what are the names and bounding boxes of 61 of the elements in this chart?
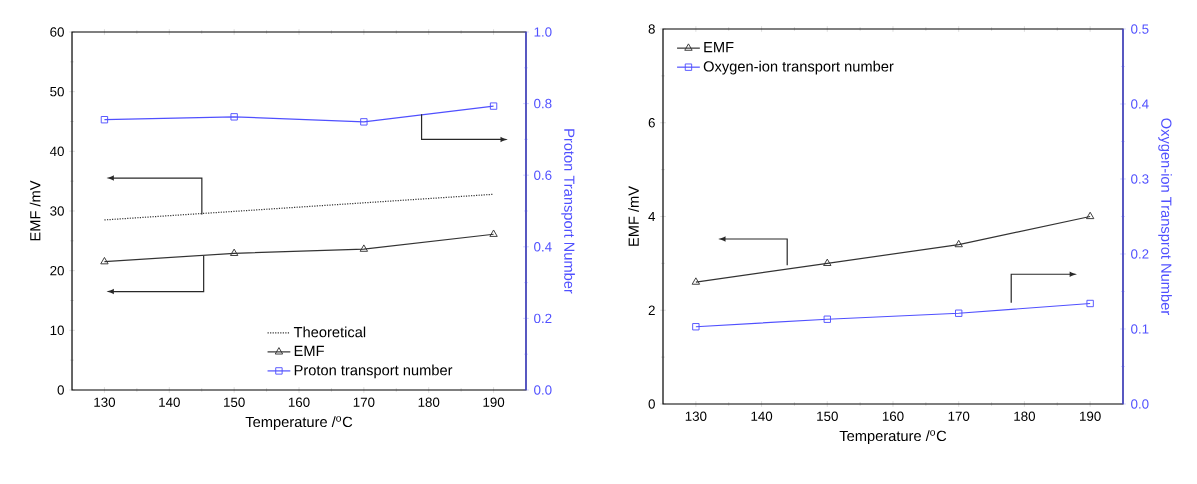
point — [359, 244, 369, 252]
y-tick-label: 6 — [648, 118, 655, 128]
y-tick-label: 8 — [648, 24, 655, 34]
legend-label: Proton transport number — [294, 364, 453, 379]
x-tick-label: 170 — [948, 411, 970, 421]
y-tick-label: 60 — [50, 27, 64, 37]
y2-tick-label: 0.2 — [534, 313, 552, 324]
y-tick-label: 10 — [50, 325, 64, 336]
y-tick-label: 0 — [648, 399, 655, 409]
y2-tick-label: 0.2 — [1131, 249, 1149, 259]
point — [100, 256, 109, 265]
y2-tick-label: 0.6 — [534, 170, 552, 180]
y-tick-label: 4 — [648, 211, 656, 222]
x-tick-label: 150 — [817, 411, 838, 421]
point — [489, 229, 498, 237]
x-tick-label: 190 — [483, 397, 505, 407]
y2-tick-label: 0.4 — [1131, 99, 1149, 109]
y-tick-label: 30 — [50, 206, 64, 216]
y-axis-title: EMF /mV — [29, 180, 41, 241]
x-tick-label: 130 — [94, 397, 116, 407]
y2-tick-label: 0.5 — [1131, 24, 1149, 34]
y-tick-label: 50 — [50, 86, 64, 97]
x-tick-label: 190 — [1080, 411, 1101, 421]
y2-axis-title: Oxygen-ion Transprot Number — [1158, 118, 1172, 315]
x-tick-label: 130 — [685, 411, 707, 421]
point — [1086, 299, 1094, 308]
x-tick-label: 140 — [159, 397, 180, 407]
x-tick-label: 160 — [882, 411, 904, 421]
y2-tick-label: 0.0 — [1131, 399, 1149, 409]
x-tick-label: 170 — [353, 397, 375, 407]
x-tick-label: 140 — [751, 411, 773, 421]
x-tick-label: 180 — [418, 397, 440, 407]
y-tick-label: 20 — [50, 265, 64, 276]
y-tick-label: 0 — [57, 385, 64, 395]
x-tick-label: 160 — [288, 397, 310, 407]
x-tick-label: 150 — [224, 397, 245, 407]
y-tick-label: 2 — [648, 305, 655, 315]
y2-tick-label: 0.4 — [534, 242, 552, 252]
x-tick-label: 180 — [1014, 411, 1036, 421]
point — [823, 315, 831, 323]
y-axis-title: EMF /mV — [628, 186, 639, 246]
legend-label: Oxygen-ion transport number — [703, 60, 894, 75]
legend-label: Theoretical — [293, 326, 366, 338]
point — [955, 309, 963, 317]
point — [692, 323, 700, 331]
legend-label: EMF — [704, 42, 734, 53]
x-axis-title: Temperature /$^{o}$C — [245, 416, 353, 430]
legend-label: EMF — [294, 345, 324, 356]
point — [823, 258, 832, 266]
y-tick-label: 40 — [49, 146, 64, 157]
y2-tick-label: 0.0 — [534, 385, 552, 395]
y2-tick-label: 0.8 — [534, 98, 552, 109]
y2-tick-label: 0.1 — [1131, 324, 1149, 334]
point — [1085, 211, 1095, 220]
y2-tick-label: 1.0 — [534, 27, 552, 37]
y2-tick-label: 0.3 — [1131, 174, 1149, 184]
point — [954, 239, 963, 248]
point — [229, 248, 239, 256]
y2-axis-title: Proton Transport Number — [561, 129, 575, 294]
x-axis-title: Temperature /$^{o}$C — [839, 430, 947, 444]
point — [691, 277, 701, 285]
